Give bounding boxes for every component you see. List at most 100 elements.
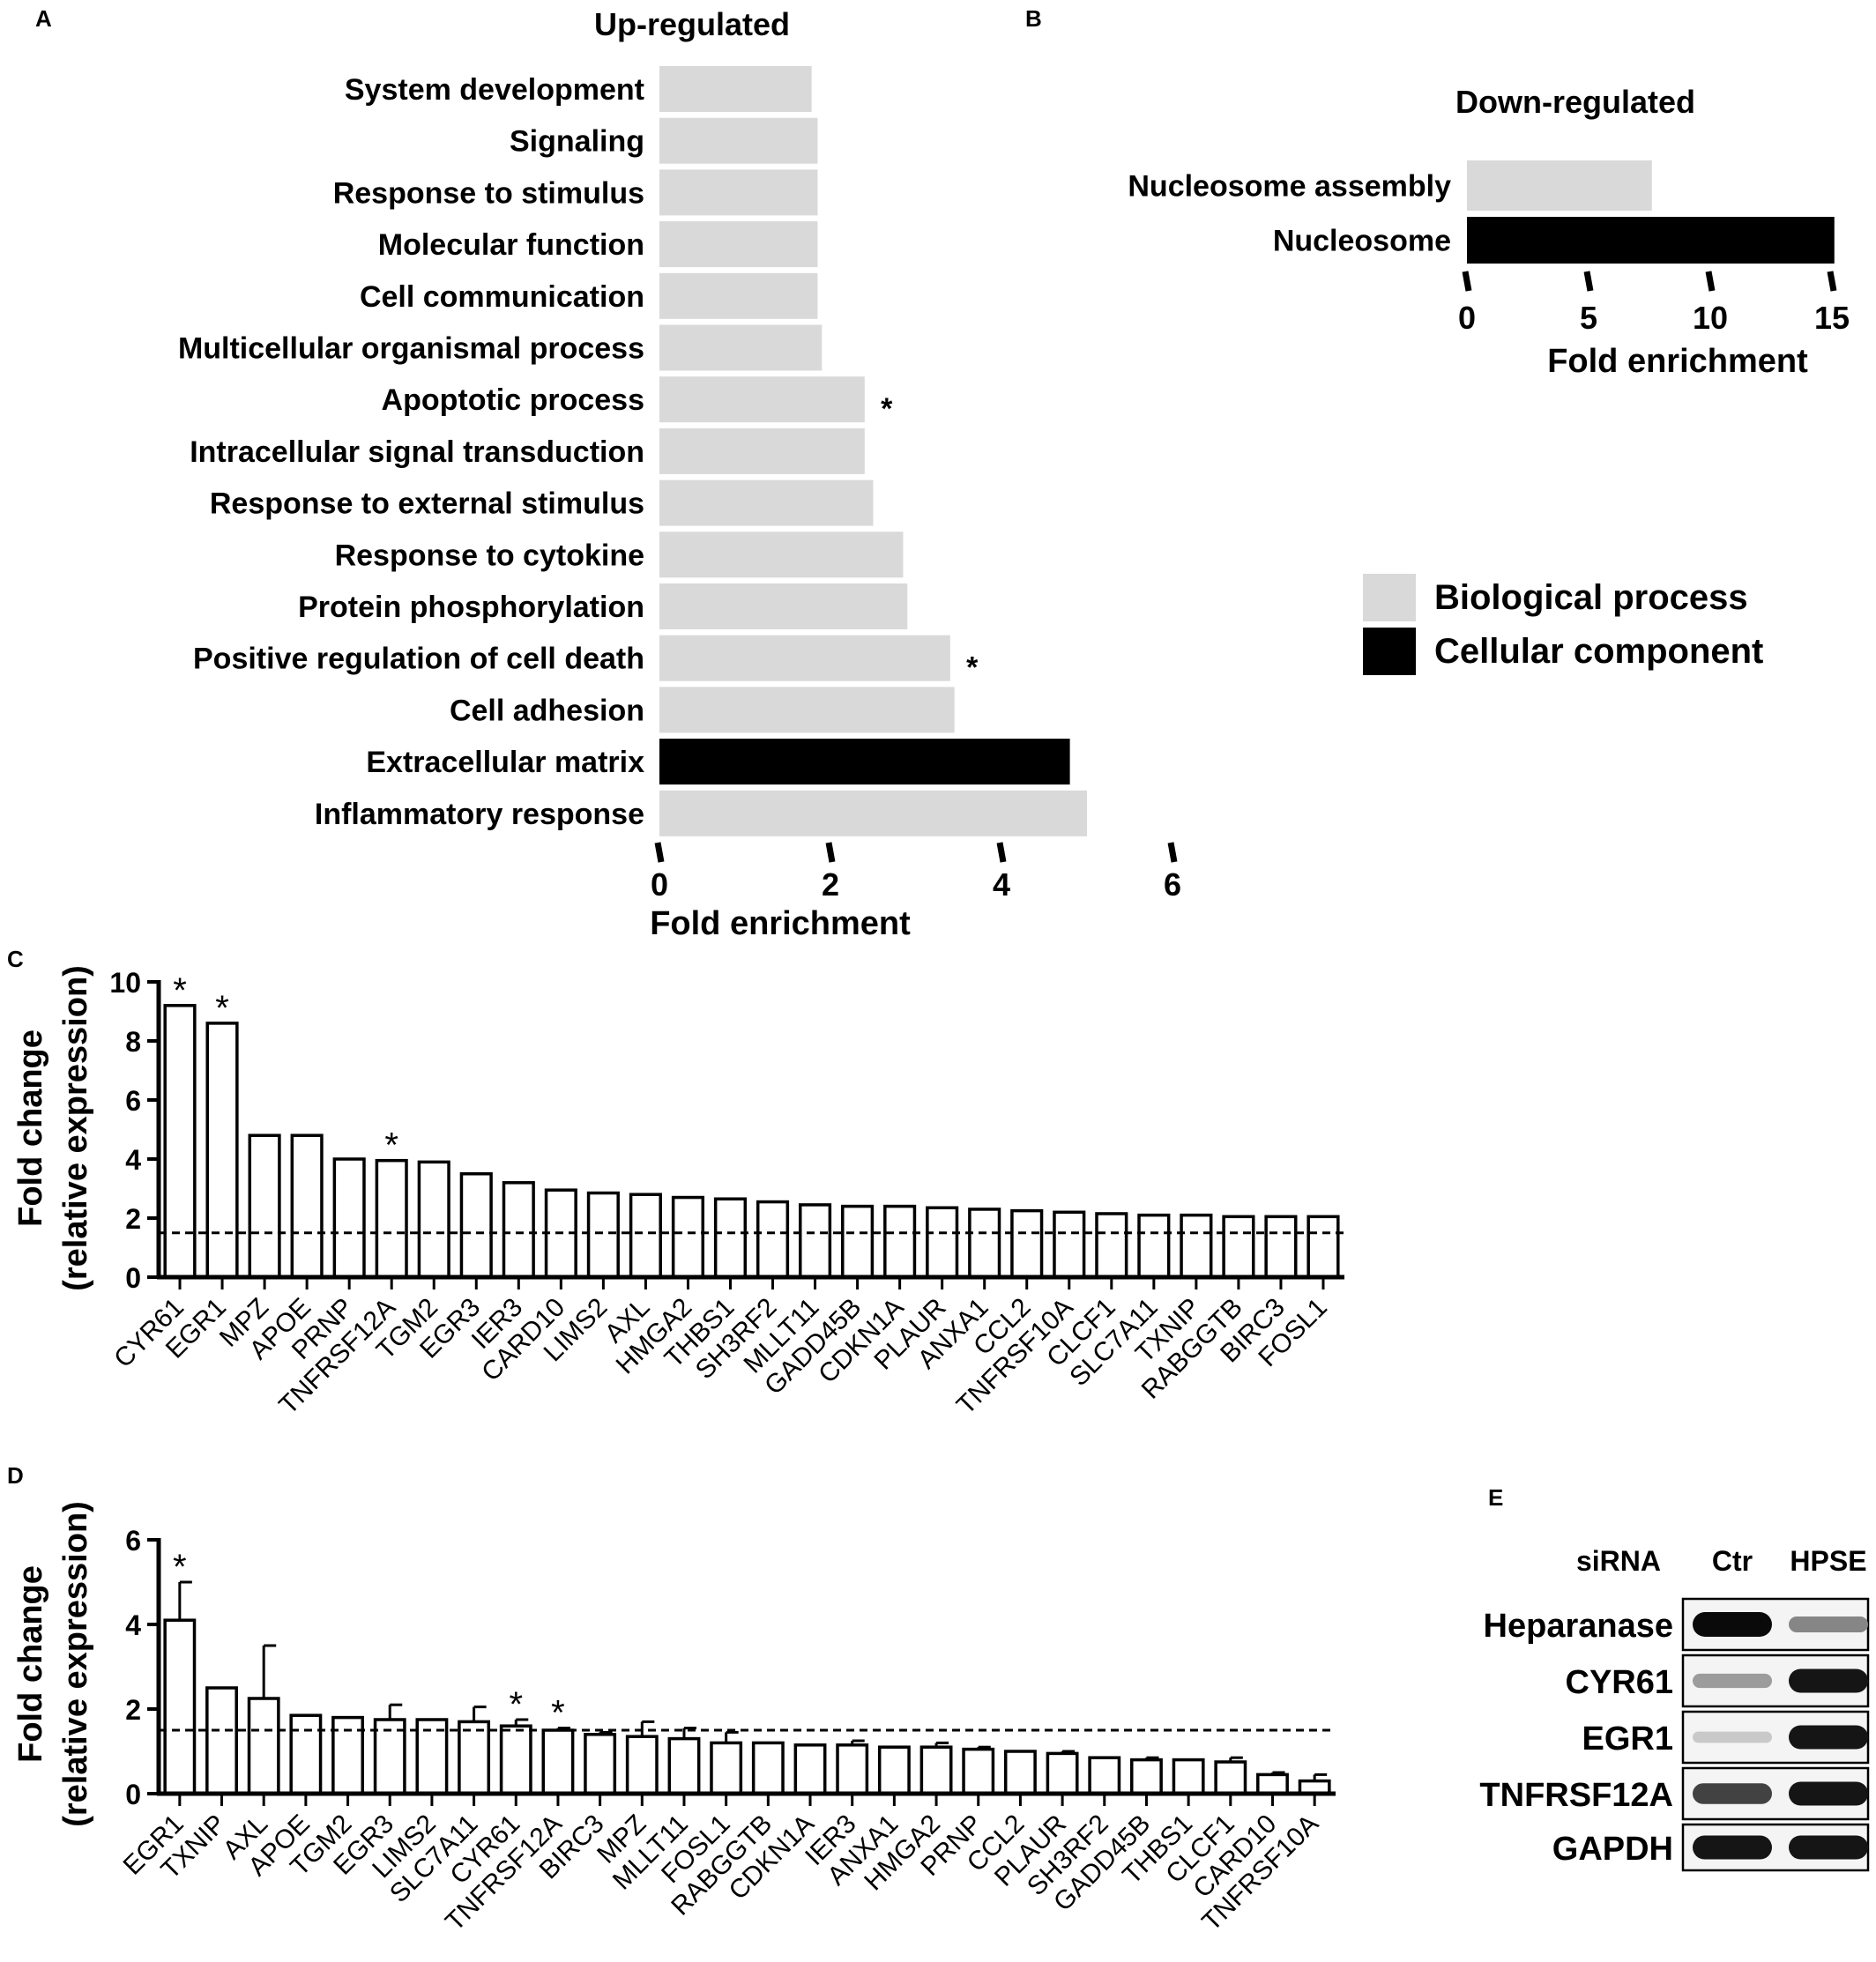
panel-a-tick-label: 6 — [1164, 866, 1181, 903]
blot-row-label: EGR1 — [1582, 1720, 1673, 1758]
panel-a-x-label: Fold enrichment — [650, 905, 911, 942]
panel-a-x-axis: 0 2 4 6 — [651, 842, 1181, 903]
blot-row-label: GAPDH — [1552, 1831, 1673, 1868]
panel-d-bar — [1130, 1758, 1163, 1795]
panel-c-bar — [248, 1133, 281, 1279]
panel-a-category-label: Positive regulation of cell death — [193, 643, 644, 676]
blot-band — [1693, 1783, 1772, 1804]
panel-d-bar — [836, 1743, 869, 1795]
panel-c-y-label-line2: (relative expression) — [57, 965, 94, 1291]
panel-d-significance-star: * — [173, 1548, 187, 1587]
panel-a-bar — [659, 427, 865, 474]
panel-b-tick-label: 15 — [1814, 300, 1850, 336]
blot-band — [1789, 1616, 1868, 1633]
panel-a-category-label: Response to external stimulus — [210, 487, 644, 521]
panel-c-bar — [205, 1022, 239, 1279]
panel-a-significance-star: * — [881, 392, 893, 426]
blot-header-label: siRNA — [1576, 1545, 1661, 1577]
panel-letter-c: C — [7, 946, 24, 972]
panel-a-tick-label: 2 — [822, 866, 839, 903]
blot-row-label: TNFRSF12A — [1479, 1777, 1673, 1814]
panel-c-bar — [459, 1172, 493, 1279]
panel-c-bar — [841, 1204, 875, 1279]
panel-a-bar — [659, 221, 818, 268]
panel-a-significance-star: * — [966, 651, 979, 685]
panel-c-y-tick-label: 6 — [125, 1085, 141, 1117]
panel-c-y-tick-label: 0 — [125, 1262, 141, 1294]
panel-b-chart: Down-regulated Nucleosome assemblyNucleo… — [1128, 84, 1850, 380]
blot-band — [1789, 1725, 1868, 1750]
panel-d-bar — [962, 1747, 995, 1795]
panel-c-y-tick-label: 8 — [125, 1026, 141, 1058]
panel-a-category-label: Apoptotic process — [382, 383, 644, 417]
panel-d-bar — [1003, 1750, 1037, 1795]
panel-c-bar — [1306, 1215, 1340, 1279]
panel-c-chart: Fold change (relative expression) *CYR61*… — [12, 965, 1344, 1420]
panel-c-bar — [1180, 1213, 1213, 1279]
blot-band — [1693, 1612, 1772, 1637]
panel-d-bar — [877, 1745, 911, 1795]
panel-c-bar — [290, 1133, 324, 1279]
panel-d-bar — [667, 1736, 701, 1795]
panel-d-bar — [751, 1741, 785, 1795]
legend-label: Cellular component — [1434, 632, 1763, 671]
panel-b-category-label: Nucleosome assembly — [1128, 170, 1451, 204]
blot-band — [1789, 1668, 1868, 1693]
panel-d-significance-star: * — [509, 1685, 523, 1724]
panel-a-bar — [659, 479, 874, 526]
panel-c-bar — [332, 1157, 366, 1279]
panel-a-bars: System development Signaling Response to s… — [178, 66, 1087, 836]
panel-d-significance-star: * — [551, 1694, 565, 1733]
panel-d-y-label-line2: (relative expression) — [57, 1501, 94, 1827]
panel-c-bar — [671, 1195, 705, 1279]
panel-letter-a: A — [35, 5, 52, 32]
panel-a-category-label: System development — [345, 73, 644, 107]
panel-c-plot: *CYR61*EGR1MPZAPOEPRNP*TNFRSF12ATGM2EGR3… — [108, 967, 1344, 1420]
panel-a-bar — [659, 376, 865, 423]
panel-a-bar — [659, 66, 812, 112]
panel-d-bar — [584, 1733, 617, 1795]
blot-band — [1693, 1673, 1772, 1689]
panel-d-bar — [793, 1743, 827, 1795]
panel-letter-b: B — [1025, 5, 1042, 32]
panel-a-category-label: Signaling — [510, 125, 644, 159]
panel-a-bar — [659, 117, 818, 164]
panel-c-bar — [713, 1197, 748, 1279]
panel-b-tick-mark — [1583, 271, 1594, 292]
panel-a-category-label: Cell communication — [360, 280, 644, 314]
panel-a-tick-mark — [825, 842, 836, 863]
panel-d-bar — [163, 1618, 197, 1795]
blot-band — [1693, 1731, 1772, 1743]
panel-c-bar — [883, 1204, 917, 1279]
panel-c-bar — [1010, 1208, 1044, 1279]
panel-b-bar — [1467, 217, 1835, 264]
panel-d-bar — [499, 1724, 532, 1795]
legend: Biological process Cellular component — [1363, 574, 1763, 675]
panel-c-y-label: Fold change (relative expression) — [12, 965, 94, 1291]
panel-d-y-tick-label: 2 — [125, 1694, 141, 1726]
panel-d-plot: *EGR1TXNIPAXLAPOETGM2EGR3LIMS2SLC7A11*CY… — [118, 1525, 1336, 1936]
panel-d-y-label: Fold change (relative expression) — [12, 1501, 94, 1827]
panel-a-tick-mark — [996, 842, 1007, 863]
panel-c-bar — [502, 1181, 535, 1279]
panel-a-category-label: Response to cytokine — [335, 539, 644, 572]
panel-c-y-tick-label: 2 — [125, 1203, 141, 1235]
panel-d-bar — [1046, 1751, 1079, 1795]
panel-d-bar — [247, 1697, 280, 1795]
panel-d-y-tick-label: 6 — [125, 1525, 141, 1557]
panel-a-category-label: Response to stimulus — [333, 176, 644, 210]
panel-c-bar — [968, 1208, 1001, 1279]
panel-e-western-blot: siRNA Ctr HPSE Heparanase CYR61 EGR1 TNFRSF12A… — [1479, 1545, 1870, 1872]
panel-b-bars: Nucleosome assembly Nucleosome — [1128, 160, 1835, 264]
panel-d-bar — [1214, 1760, 1247, 1795]
panel-d-bar — [1088, 1756, 1121, 1795]
panel-a-bar — [659, 739, 1070, 785]
panel-a-bar — [659, 687, 955, 733]
panel-c-bar — [798, 1203, 832, 1279]
panel-c-bar — [586, 1191, 620, 1279]
panel-b-x-axis: 0 5 10 15 — [1458, 271, 1850, 336]
panel-d-bar — [541, 1728, 575, 1795]
blot-lane-label: Ctr — [1712, 1545, 1753, 1577]
panel-d-y-tick-label: 0 — [125, 1779, 141, 1810]
panel-d-chart: Fold change (relative expression) *EGR1TX… — [12, 1501, 1336, 1936]
